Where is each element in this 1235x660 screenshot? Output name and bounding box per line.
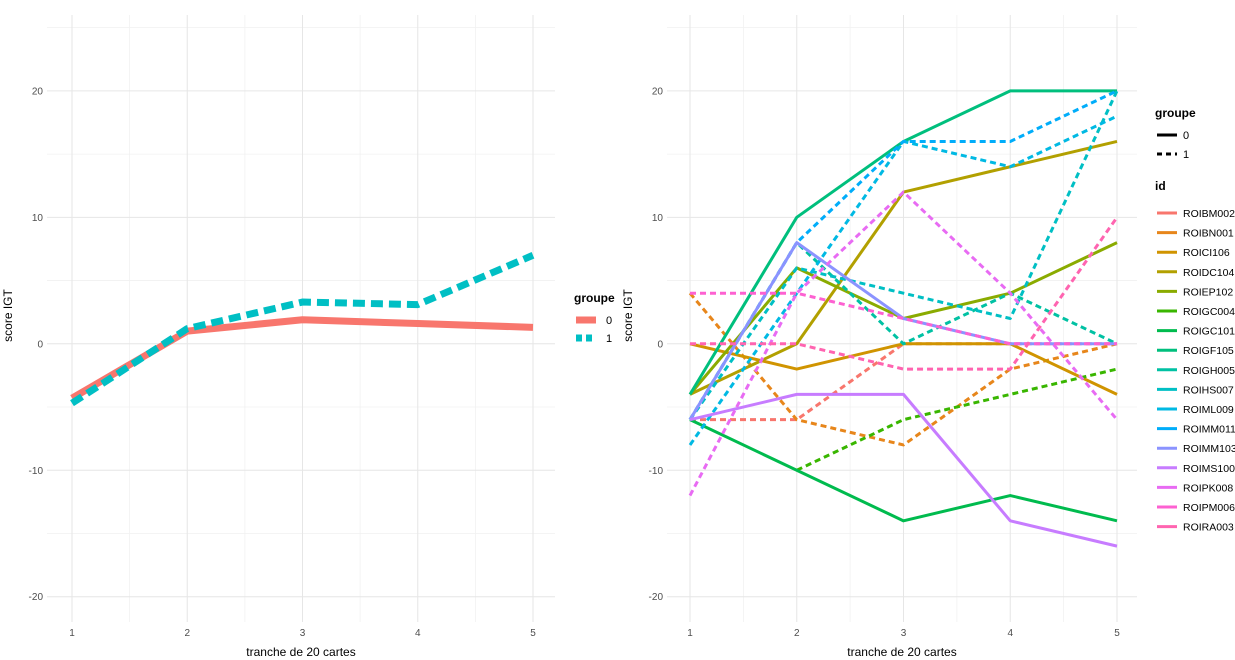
legend-label: ROIPK008 [1183,482,1233,494]
x-tick-label: 2 [184,628,190,639]
y-tick-label: -10 [29,466,44,477]
y-tick-label: 10 [652,213,664,224]
legend-label: ROIBM002 [1183,208,1235,220]
y-axis-title: score IGT [621,288,635,341]
series-group [688,89,1119,548]
y-tick-label: -20 [29,592,44,603]
y-tick-label: 0 [37,339,43,350]
series-group [70,252,535,407]
legend-label: ROIGH005 [1183,365,1235,377]
legend-title: id [1155,179,1166,193]
y-tick-label: -10 [649,466,664,477]
legend-label: 0 [1183,130,1189,142]
x-axis-title: tranche de 20 cartes [847,645,956,659]
x-tick-label: 2 [794,628,800,639]
legend-label: ROIRA003 [1183,522,1234,534]
series-line-roigh005 [688,241,1118,421]
legend-label: ROIGC101 [1183,326,1235,338]
legend-label: ROIMS100 [1183,463,1235,475]
y-tick-label: -20 [649,592,664,603]
x-tick-label: 3 [901,628,907,639]
series-line-roigc101 [689,418,1118,523]
series-line-roigc004 [796,367,1118,472]
series-line-roihs007 [688,90,1119,421]
y-tick-label: 0 [657,339,663,350]
legend-id: id ROIBM002 ROIBN001 ROICI106 ROIDC104 ROIEP1… [1155,179,1235,534]
legend-label: 1 [606,333,612,345]
x-tick-label: 5 [530,628,536,639]
legend-groupe: groupe 0 1 [574,291,615,345]
legend-label: ROICI106 [1183,247,1230,259]
legend-label: ROIDC104 [1183,267,1235,279]
x-tick-label: 5 [1114,628,1120,639]
legend-label: ROIPM006 [1183,502,1235,514]
y-tick-label: 20 [32,86,44,97]
x-axis-title: tranche de 20 cartes [246,645,355,659]
legend-label: ROIML009 [1183,404,1234,416]
x-tick-label: 4 [415,628,421,639]
legend-label: ROIGF105 [1183,345,1234,357]
x-tick-label: 1 [687,628,693,639]
y-tick-label: 20 [652,86,664,97]
series-line-roimm011 [688,89,1118,421]
y-axis-title: score IGT [1,288,15,341]
x-tick-label: 1 [69,628,75,639]
x-tick-label: 3 [300,628,306,639]
series-line-roims100 [689,392,1118,548]
legend-label: ROIMM103 [1183,443,1235,455]
legend-label: 0 [606,315,612,327]
x-tick-label: 4 [1007,628,1013,639]
legend-label: ROIEP102 [1183,286,1233,298]
legend-label: ROIHS007 [1183,384,1234,396]
legend-title: groupe [1155,106,1196,120]
legend-title: groupe [574,291,615,305]
legend-label: ROIBN001 [1183,228,1234,240]
series-line-1 [70,252,535,407]
series-line-roipk008 [688,190,1119,497]
legend-label: ROIMM011 [1183,424,1235,436]
series-line-roipm006 [690,291,1117,346]
legend-label: ROIGC004 [1183,306,1235,318]
legend-groupe: groupe 0 1 [1155,106,1196,161]
y-tick-label: 10 [32,213,44,224]
series-line-roira003 [690,216,1119,371]
legend-label: 1 [1183,149,1189,161]
